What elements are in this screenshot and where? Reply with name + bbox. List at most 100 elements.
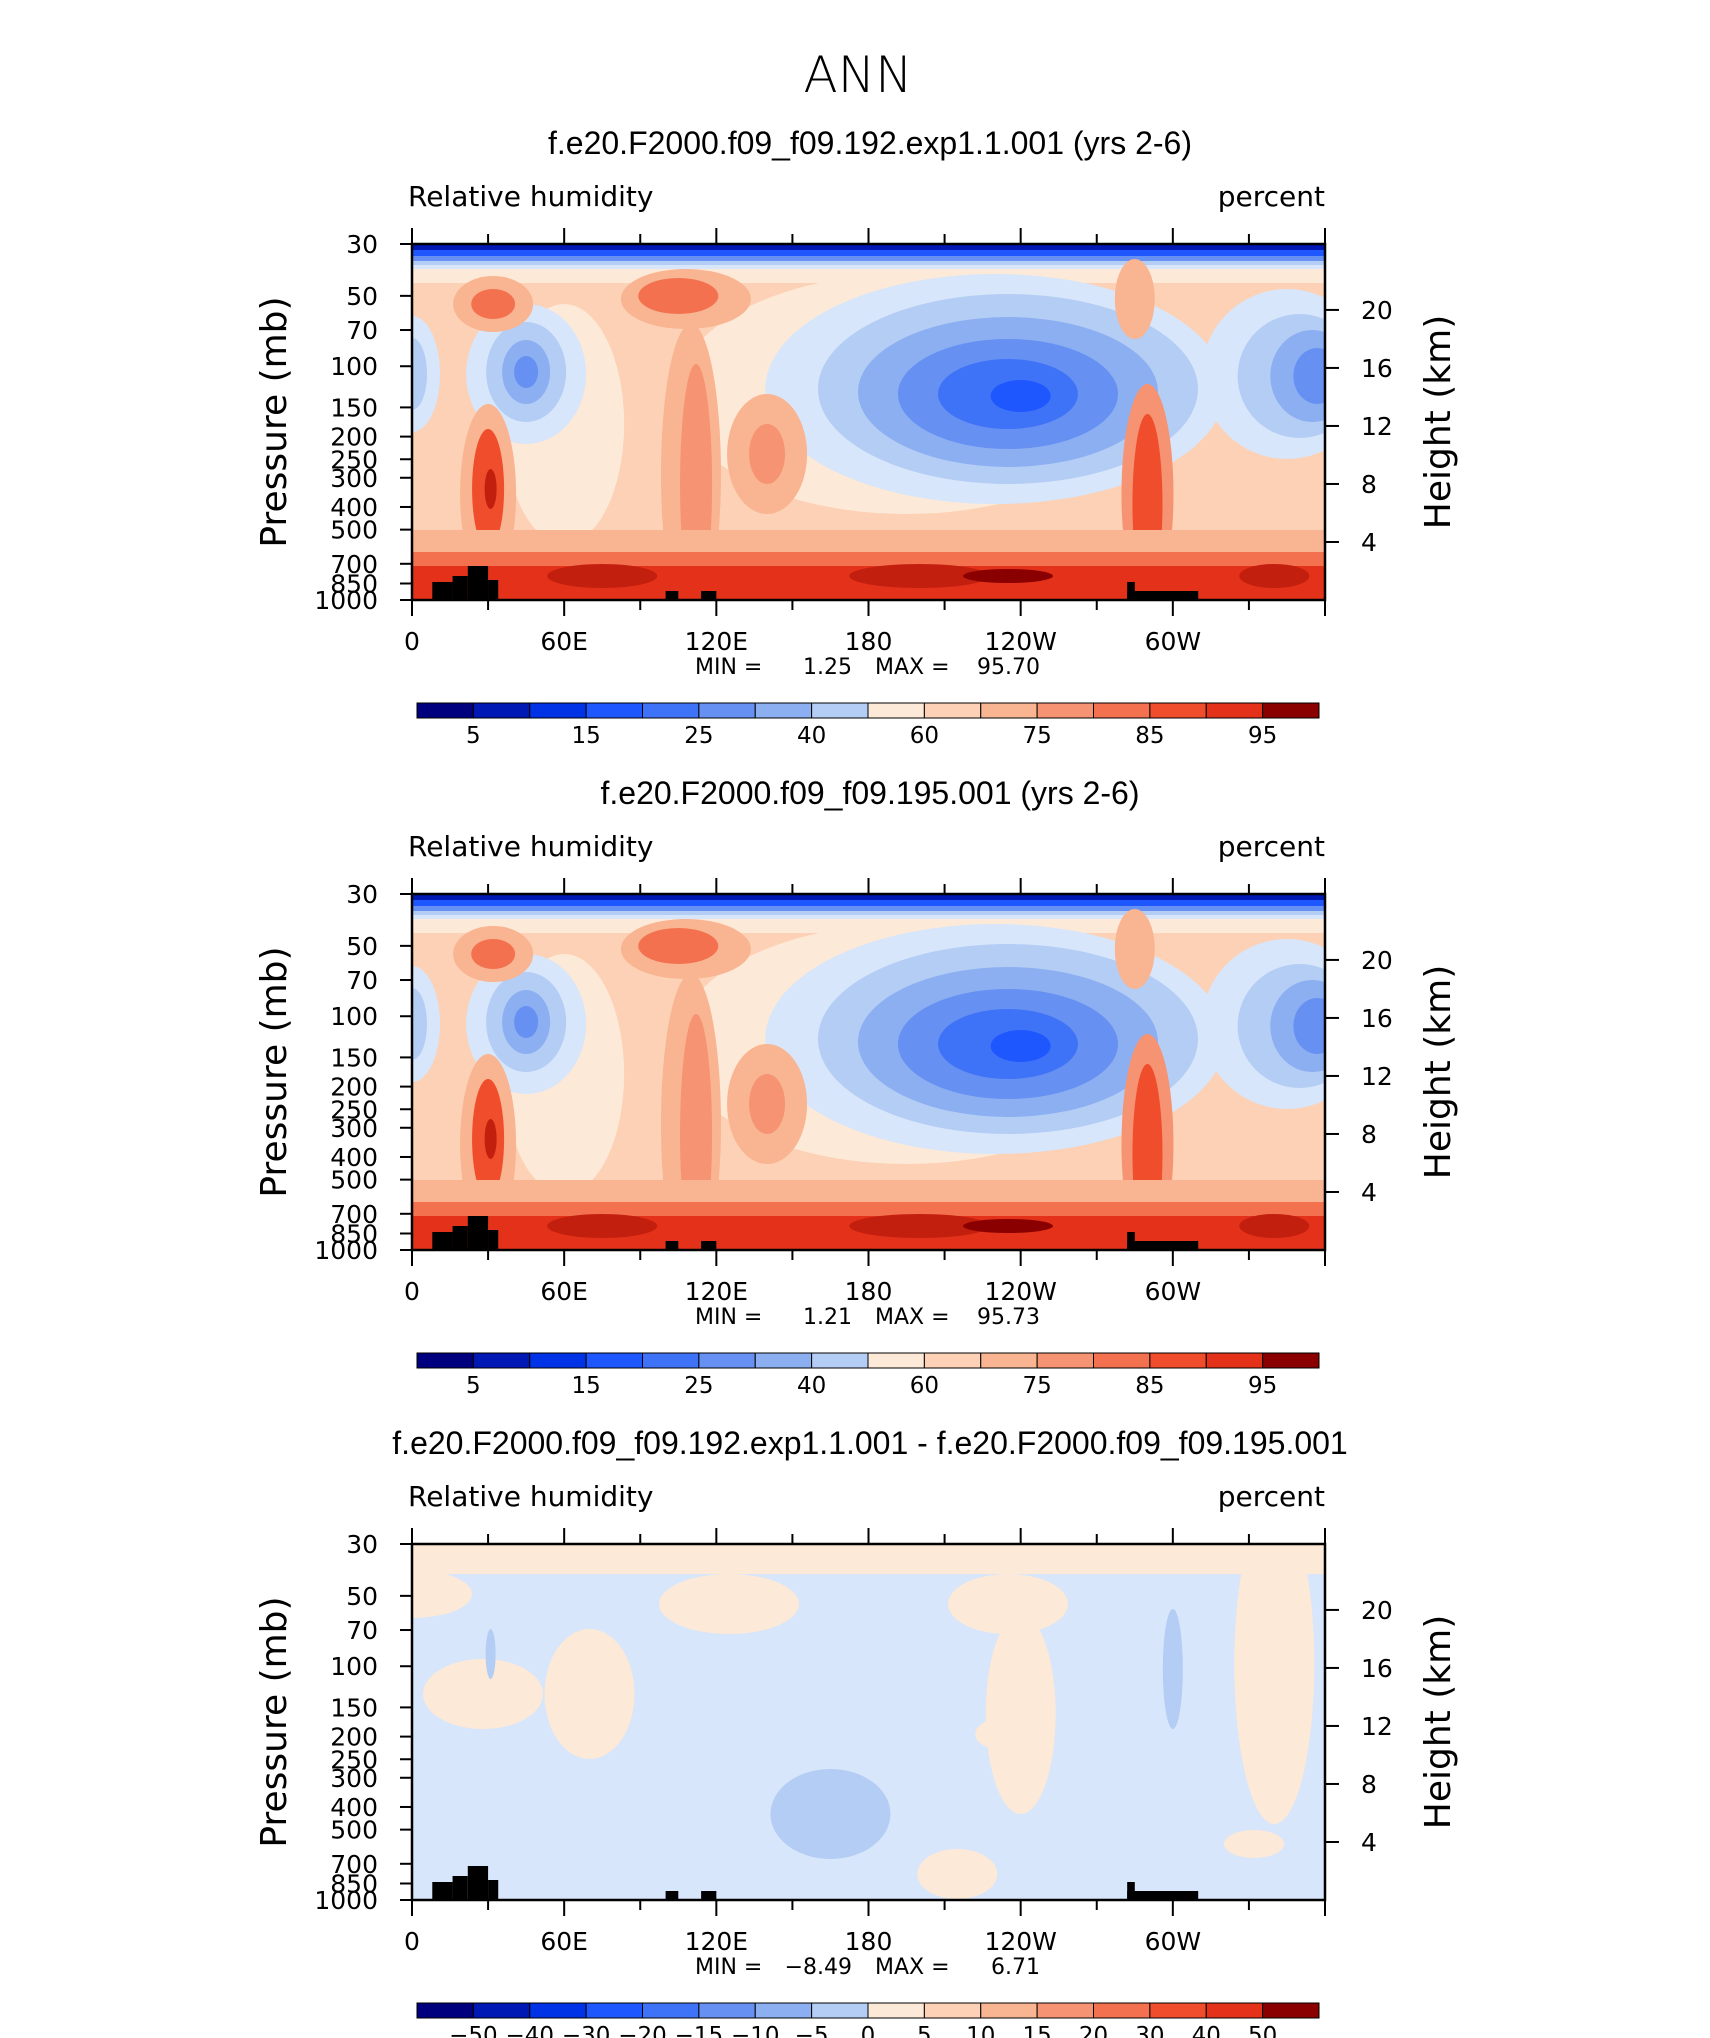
moist-zone <box>1114 259 1155 339</box>
contour-fill <box>412 1544 1325 1900</box>
terrain-mask <box>432 1882 453 1900</box>
lon-tick-label: 120E <box>685 1927 749 1956</box>
max-label: MAX = <box>875 1305 950 1330</box>
pressure-tick-label: 50 <box>346 932 378 961</box>
lon-tick-label: 0 <box>404 627 420 656</box>
pressure-tick-label: 200 <box>330 423 378 452</box>
colorbar-label: 95 <box>1248 723 1277 749</box>
lon-tick-label: 180 <box>845 1277 893 1306</box>
colorbar-label: 85 <box>1135 723 1164 749</box>
colorbar-label: −5 <box>795 2023 829 2038</box>
min-value: −8.49 <box>785 1955 852 1980</box>
colorbar-swatch <box>754 1352 813 1369</box>
moist-zone <box>849 564 990 588</box>
height-tick-label: 20 <box>1361 1596 1393 1625</box>
height-tick-label: 4 <box>1361 1828 1377 1857</box>
terrain-mask <box>1127 582 1135 600</box>
colorbar-swatch <box>923 2002 982 2019</box>
pressure-tick-label: 30 <box>346 1530 378 1559</box>
height-tick-label: 20 <box>1361 296 1393 325</box>
terrain-mask <box>701 1241 717 1250</box>
colorbar-label: 60 <box>910 1373 939 1399</box>
terrain-mask <box>665 1241 679 1250</box>
y-axis-title: Pressure (mb) <box>254 946 295 1197</box>
dry-zone <box>990 380 1051 412</box>
colorbar-swatch <box>980 1352 1038 1369</box>
pressure-tick-label: 400 <box>330 493 378 522</box>
colorbar-label: −40 <box>505 2023 554 2038</box>
moist-zone <box>471 289 516 319</box>
colorbar-label: −20 <box>618 2023 667 2038</box>
colorbar-label: 30 <box>1135 2023 1164 2038</box>
colorbar-swatch <box>1036 702 1094 719</box>
colorbar-label: 15 <box>571 1373 600 1399</box>
max-label: MAX = <box>875 1955 950 1980</box>
panel-title: f.e20.F2000.f09_f09.192.exp1.1.001 (yrs … <box>548 125 1192 161</box>
pressure-tick-label: 700 <box>330 1850 378 1879</box>
colorbar-swatch <box>1093 1352 1151 1369</box>
pressure-tick-label: 70 <box>346 966 378 995</box>
colorbar-label: 15 <box>1022 2023 1051 2038</box>
terrain-mask <box>1127 1241 1199 1250</box>
moist-zone <box>471 939 516 969</box>
colorbar-swatch <box>867 1352 925 1369</box>
height-tick-label: 8 <box>1361 1120 1377 1149</box>
colorbar-swatch <box>698 702 756 719</box>
dry-zone <box>1293 348 1325 404</box>
pressure-tick-label: 300 <box>330 1764 378 1793</box>
colorbar-swatch <box>529 702 587 719</box>
colorbar-swatch <box>529 2002 587 2019</box>
colorbar-swatch <box>754 702 813 719</box>
colorbar-swatch <box>529 1352 587 1369</box>
colorbar-swatch <box>1093 702 1151 719</box>
colorbar-label: 40 <box>797 1373 826 1399</box>
pressure-tick-label: 200 <box>330 1073 378 1102</box>
pressure-tick-label: 250 <box>330 445 378 474</box>
min-value: 1.25 <box>803 655 852 680</box>
max-label: MAX = <box>875 655 950 680</box>
colorbar-swatch <box>416 2002 474 2019</box>
lon-tick-label: 60E <box>540 1277 588 1306</box>
colorbar-swatch <box>1262 1352 1320 1369</box>
pressure-tick-label: 100 <box>330 1652 378 1681</box>
min-label: MIN = <box>695 655 762 680</box>
colorbar-label: −15 <box>675 2023 724 2038</box>
colorbar-swatch <box>585 1352 643 1369</box>
colorbar-swatch <box>1093 2002 1151 2019</box>
colorbar-label: 0 <box>861 2023 876 2038</box>
lon-tick-label: 60W <box>1145 1927 1202 1956</box>
terrain-mask <box>467 1216 489 1250</box>
moist-zone <box>962 569 1053 583</box>
pressure-tick-label: 300 <box>330 1114 378 1143</box>
colorbar-label: −50 <box>449 2023 498 2038</box>
pressure-tick-label: 30 <box>346 880 378 909</box>
terrain-mask <box>488 1230 499 1250</box>
moist-zone <box>547 1214 658 1238</box>
lon-tick-label: 60W <box>1145 1277 1202 1306</box>
terrain-mask <box>432 582 453 600</box>
pressure-tick-label: 500 <box>330 516 378 545</box>
pressure-tick-label: 850 <box>330 1220 378 1249</box>
units-label: percent <box>1218 830 1325 863</box>
colorbar-label: 40 <box>1192 2023 1221 2038</box>
colorbar-swatch <box>980 2002 1038 2019</box>
colorbar-swatch <box>1149 702 1207 719</box>
moist-zone <box>484 1119 497 1159</box>
height-tick-label: 12 <box>1361 412 1393 441</box>
lon-tick-label: 120W <box>984 627 1056 656</box>
panel-title: f.e20.F2000.f09_f09.195.001 (yrs 2-6) <box>600 775 1139 811</box>
pressure-tick-label: 1000 <box>314 1886 378 1915</box>
colorbar-swatch <box>698 1352 756 1369</box>
lon-tick-label: 0 <box>404 1927 420 1956</box>
pressure-tick-label: 250 <box>330 1095 378 1124</box>
pressure-tick-label: 150 <box>330 1043 378 1072</box>
colorbar-label: 25 <box>684 723 713 749</box>
colorbar-swatch <box>1205 1352 1264 1369</box>
units-label: percent <box>1218 1480 1325 1513</box>
moist-zone <box>749 424 786 484</box>
terrain-mask <box>701 591 717 600</box>
chart-panel: f.e20.F2000.f09_f09.192.exp1.1.001 (yrs … <box>254 125 1459 749</box>
height-tick-label: 16 <box>1361 1654 1393 1683</box>
colorbar: 5 15 25 40 60 75 85 95 <box>416 1352 1320 1399</box>
pressure-tick-label: 500 <box>330 1816 378 1845</box>
